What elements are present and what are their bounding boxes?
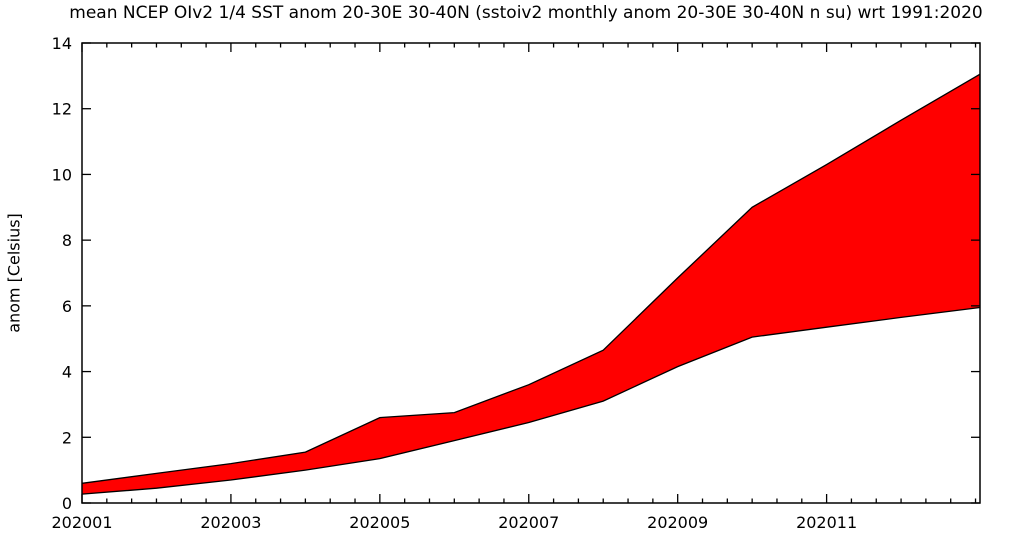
x-tick-label: 202001 (51, 513, 112, 532)
x-tick-label: 202011 (796, 513, 857, 532)
x-tick-label: 202007 (498, 513, 559, 532)
chart-title: mean NCEP OIv2 1/4 SST anom 20-30E 30-40… (69, 3, 983, 23)
x-tick-label: 202003 (200, 513, 261, 532)
y-tick-label: 0 (62, 494, 72, 513)
x-tick-label: 202009 (647, 513, 708, 532)
lower-bound-line (81, 306, 981, 495)
plot-border (81, 42, 981, 504)
y-tick-label: 6 (62, 297, 72, 316)
y-tick-label: 10 (52, 165, 72, 184)
y-tick-label: 4 (62, 363, 72, 382)
x-tick-label: 202005 (349, 513, 410, 532)
y-tick-label: 2 (62, 428, 72, 447)
band-fill (82, 74, 980, 495)
y-axis-label: anom [Celsius] (4, 213, 24, 333)
upper-bound-line (81, 73, 981, 484)
y-tick-label: 8 (62, 231, 72, 250)
y-tick-label: 12 (52, 100, 72, 119)
y-tick-label: 14 (52, 34, 72, 53)
